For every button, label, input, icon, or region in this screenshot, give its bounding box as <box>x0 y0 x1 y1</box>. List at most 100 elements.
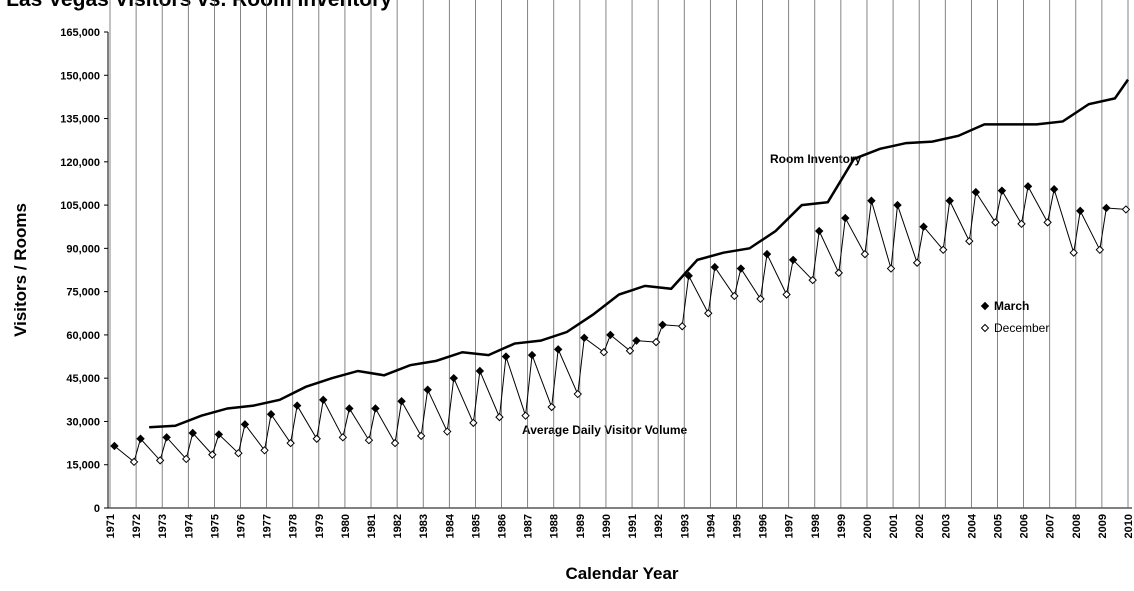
marker <box>475 366 485 376</box>
marker <box>1076 206 1085 216</box>
y-tick-label: 45,000 <box>66 373 100 385</box>
marker <box>1069 248 1078 257</box>
x-tick-label: 1977 <box>262 514 274 538</box>
x-tick-label: 1996 <box>758 514 770 538</box>
marker <box>919 222 928 231</box>
marker <box>312 434 321 443</box>
marker <box>867 196 876 205</box>
y-tick-label: 60,000 <box>66 330 100 342</box>
marker <box>345 404 354 413</box>
marker <box>684 271 693 280</box>
x-axis-label: Calendar Year <box>565 564 678 583</box>
marker <box>136 434 145 443</box>
x-tick-label: 1983 <box>418 514 430 538</box>
x-tick-label: 2005 <box>992 514 1004 538</box>
legend-label: December <box>994 321 1049 335</box>
x-tick-label: 1999 <box>836 514 848 538</box>
marker <box>1121 205 1131 214</box>
marker <box>736 264 746 273</box>
x-tick-label: 1998 <box>810 514 822 538</box>
marker <box>788 255 798 265</box>
marker <box>286 438 295 448</box>
marker <box>182 454 191 464</box>
x-tick-label: 1984 <box>444 513 456 538</box>
marker <box>449 373 458 383</box>
x-tick-label: 1972 <box>131 514 143 538</box>
legend-label: March <box>994 299 1029 313</box>
y-tick-label: 120,000 <box>60 157 100 169</box>
marker <box>860 249 870 259</box>
marker <box>704 309 713 318</box>
x-tick-label: 1976 <box>236 514 248 538</box>
chart-title: Las Vegas Visitors vs. Room Inventory <box>6 0 392 11</box>
marker <box>188 428 197 438</box>
marker <box>632 336 641 345</box>
marker <box>319 395 328 405</box>
marker <box>240 420 250 429</box>
marker <box>1017 219 1026 229</box>
marker <box>886 264 896 273</box>
marker <box>547 402 556 412</box>
marker <box>110 441 119 451</box>
marker <box>364 435 374 445</box>
marker <box>469 418 478 428</box>
marker <box>292 401 302 410</box>
marker <box>580 333 589 343</box>
marker <box>651 337 661 347</box>
x-tick-label: 2009 <box>1097 514 1109 538</box>
marker <box>371 404 380 413</box>
y-tick-label: 0 <box>94 503 100 515</box>
marker <box>814 226 824 236</box>
x-tick-label: 2000 <box>862 514 874 538</box>
marker <box>945 196 954 205</box>
marker <box>208 450 217 459</box>
x-tick-label: 1990 <box>601 514 613 538</box>
y-tick-label: 30,000 <box>66 416 100 428</box>
y-tick-label: 15,000 <box>66 460 100 472</box>
marker <box>893 200 902 210</box>
marker <box>266 410 276 419</box>
x-tick-label: 2010 <box>1123 514 1134 538</box>
marker <box>756 294 765 304</box>
marker <box>834 268 843 278</box>
marker <box>162 433 171 442</box>
x-tick-label: 1974 <box>183 513 195 538</box>
x-tick-label: 1985 <box>470 514 482 538</box>
marker <box>938 245 948 255</box>
marker <box>762 249 772 259</box>
marker <box>573 389 582 399</box>
x-tick-label: 1994 <box>705 513 717 538</box>
marker <box>260 446 269 455</box>
marker <box>423 385 432 394</box>
marker <box>390 438 400 448</box>
marker <box>1095 245 1105 255</box>
y-tick-label: 90,000 <box>66 243 100 255</box>
marker <box>521 411 530 420</box>
marker <box>782 290 791 299</box>
x-tick-label: 1992 <box>653 514 665 538</box>
marker <box>808 275 817 285</box>
marker <box>677 322 687 331</box>
marker <box>443 427 452 436</box>
x-tick-label: 1975 <box>209 514 221 538</box>
marker <box>658 320 667 330</box>
x-tick-label: 2001 <box>888 514 900 538</box>
marker <box>1043 218 1052 227</box>
marker <box>606 330 615 340</box>
marker <box>730 291 739 301</box>
marker <box>397 397 406 406</box>
x-tick-label: 1995 <box>731 514 743 538</box>
visitor-line <box>114 184 1126 463</box>
marker <box>501 352 511 361</box>
marker <box>912 258 922 267</box>
x-tick-label: 2006 <box>1019 514 1031 538</box>
marker <box>1049 185 1059 194</box>
x-tick-label: 1987 <box>523 514 535 538</box>
x-tick-label: 1980 <box>340 514 352 538</box>
y-tick-label: 105,000 <box>60 200 100 212</box>
x-tick-label: 1978 <box>288 514 300 538</box>
marker <box>991 218 1000 227</box>
marker <box>338 433 348 442</box>
marker <box>1023 182 1033 191</box>
marker <box>997 186 1007 195</box>
